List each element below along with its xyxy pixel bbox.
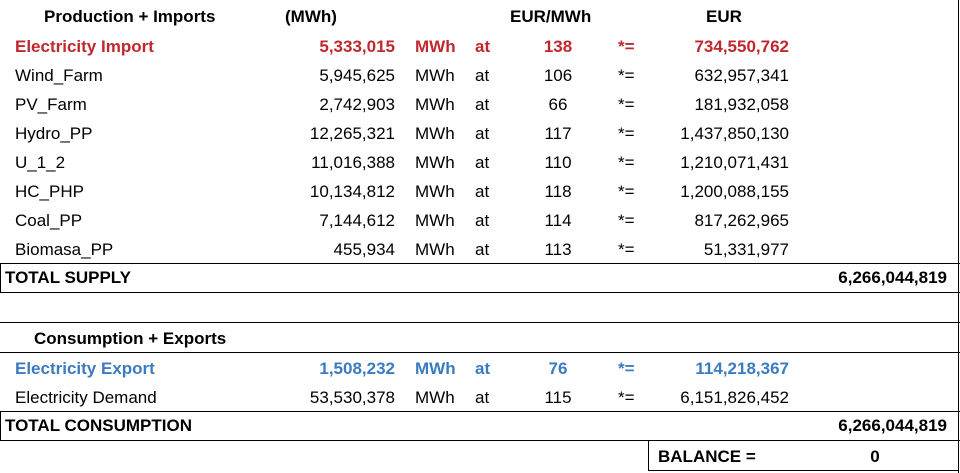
total-value: 6,266,044,819 — [838, 268, 947, 287]
border — [0, 292, 960, 293]
operator: *= — [618, 66, 635, 85]
at: at — [475, 153, 490, 172]
mwh-value: 53,530,378 — [309, 388, 395, 407]
at: at — [475, 388, 490, 407]
border — [958, 0, 959, 473]
price: 118 — [544, 182, 572, 201]
eur-value: 1,437,850,130 — [680, 124, 789, 143]
total-value: 6,266,044,819 — [838, 416, 947, 435]
unit: MWh — [415, 37, 456, 56]
border — [0, 440, 960, 441]
price: 110 — [544, 153, 572, 172]
total-label: TOTAL CONSUMPTION — [5, 416, 192, 435]
price: 106 — [543, 66, 573, 85]
mwh-value: 11,016,388 — [311, 153, 395, 172]
at: at — [475, 124, 490, 143]
row-name: HC_PHP — [15, 182, 84, 201]
operator: *= — [618, 124, 635, 143]
mwh-value: 5,945,625 — [319, 66, 395, 85]
column-header: EUR/MWh — [510, 7, 592, 26]
price: 117 — [544, 124, 572, 143]
eur-value: 632,957,341 — [694, 66, 789, 85]
eur-value: 51,331,977 — [703, 240, 789, 259]
price: 115 — [544, 388, 572, 407]
total-label: TOTAL SUPPLY — [5, 268, 131, 287]
eur-value: 181,932,058 — [694, 95, 789, 114]
eur-value: 114,218,367 — [695, 359, 789, 378]
unit: MWh — [415, 388, 455, 407]
price: 113 — [544, 240, 572, 259]
unit: MWh — [415, 66, 455, 85]
row-name: Electricity Import — [15, 37, 154, 56]
at: at — [475, 37, 491, 56]
unit: MWh — [415, 240, 455, 259]
row-name: Electricity Demand — [15, 388, 157, 407]
operator: *= — [618, 211, 635, 230]
unit: MWh — [415, 359, 456, 378]
at: at — [475, 66, 490, 85]
mwh-value: 5,333,015 — [319, 37, 395, 56]
balance-value: 0 — [870, 447, 880, 466]
operator: *= — [618, 240, 635, 259]
row-name: PV_Farm — [15, 95, 87, 114]
border — [0, 263, 960, 264]
operator: *= — [618, 95, 635, 114]
border — [0, 411, 1, 441]
eur-value: 6,151,826,452 — [680, 388, 789, 407]
operator: *= — [618, 182, 635, 201]
mwh-value: 455,934 — [333, 240, 395, 259]
border — [0, 352, 960, 353]
section-header: Production + Imports — [44, 7, 216, 26]
at: at — [475, 182, 490, 201]
price: 76 — [548, 359, 568, 378]
operator: *= — [618, 388, 635, 407]
row-name: Electricity Export — [15, 359, 155, 378]
eur-value: 1,200,088,155 — [680, 182, 789, 201]
border — [0, 322, 960, 323]
price: 66 — [548, 95, 568, 114]
mwh-value: 2,742,903 — [319, 95, 395, 114]
operator: *= — [618, 153, 635, 172]
unit: MWh — [415, 211, 455, 230]
border — [0, 411, 960, 412]
mwh-value: 12,265,321 — [309, 124, 395, 143]
balance-label: BALANCE = — [658, 447, 756, 466]
eur-value: 734,550,762 — [694, 37, 789, 56]
unit: MWh — [415, 95, 455, 114]
mwh-value: 1,508,232 — [319, 359, 395, 378]
section-header: Consumption + Exports — [34, 329, 227, 348]
unit: MWh — [415, 153, 455, 172]
unit: MWh — [415, 182, 455, 201]
row-name: U_1_2 — [15, 153, 66, 172]
row-name: Coal_PP — [15, 211, 83, 230]
operator: *= — [618, 359, 635, 378]
price: 138 — [543, 37, 573, 56]
at: at — [475, 359, 491, 378]
unit: MWh — [415, 124, 455, 143]
row-name: Wind_Farm — [15, 66, 103, 85]
at: at — [475, 240, 490, 259]
operator: *= — [618, 37, 635, 56]
at: at — [475, 95, 490, 114]
row-name: Hydro_PP — [15, 124, 93, 143]
row-name: Biomasa_PP — [15, 240, 114, 259]
column-header: EUR — [706, 7, 742, 26]
balance-box — [648, 441, 959, 471]
mwh-value: 10,134,812 — [309, 182, 395, 201]
mwh-value: 7,144,612 — [319, 211, 395, 230]
price: 114 — [544, 211, 572, 230]
border — [0, 263, 1, 293]
eur-value: 1,210,071,431 — [680, 153, 789, 172]
at: at — [475, 211, 490, 230]
eur-value: 817,262,965 — [694, 211, 789, 230]
column-header: (MWh) — [285, 7, 337, 26]
